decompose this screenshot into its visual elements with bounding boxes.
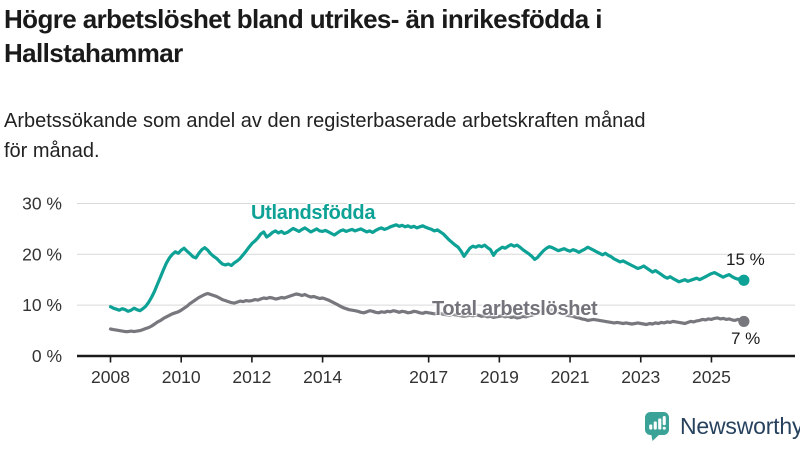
x-tick-label: 2012 xyxy=(232,367,271,387)
end-value-label-utlandsfodda: 15 % xyxy=(726,250,765,269)
page-title-line1: Högre arbetslöshet bland utrikes- än inr… xyxy=(4,4,602,34)
x-tick-label: 2019 xyxy=(480,367,519,387)
speech-bubble-tail xyxy=(651,433,661,441)
page-title: Högre arbetslöshet bland utrikes- än inr… xyxy=(4,2,784,70)
chart-subtitle: Arbetssökande som andel av den registerb… xyxy=(4,106,646,166)
exclamation-dot xyxy=(662,426,666,430)
x-tick-label: 2014 xyxy=(303,367,342,387)
newsworthy-logo-icon xyxy=(645,412,669,441)
chart-header: Högre arbetslöshet bland utrikes- än inr… xyxy=(4,0,784,70)
newsworthy-logo: Newsworthy xyxy=(644,411,800,442)
series-label-total-arbetsloshet: Total arbetslöshet xyxy=(432,298,598,320)
exclamation-bar xyxy=(662,416,666,426)
bar-chart-bar-medium xyxy=(653,421,657,430)
newsworthy-logo-text: Newsworthy xyxy=(680,413,800,439)
series-end-dot xyxy=(738,274,750,286)
x-tick-label: 2017 xyxy=(409,367,448,387)
y-tick-label: 10 % xyxy=(22,295,62,315)
bar-chart-bar-tall xyxy=(658,418,662,430)
x-tick-label: 2010 xyxy=(162,367,201,387)
x-tick-label: 2021 xyxy=(551,367,590,387)
x-tick-label: 2023 xyxy=(621,367,660,387)
y-tick-label: 30 % xyxy=(22,193,62,213)
line-series xyxy=(108,291,746,334)
x-tick-label: 2008 xyxy=(91,367,130,387)
series-end-dot xyxy=(738,315,750,328)
y-tick-label: 20 % xyxy=(22,244,62,264)
line-series xyxy=(108,223,746,313)
chart-subtitle-line1: Arbetssökande som andel av den registerb… xyxy=(4,110,646,132)
chart-subtitle-line2: för månad. xyxy=(4,140,100,162)
end-value-label-total: 7 % xyxy=(731,329,761,348)
series-label-utlandsfodda: Utlandsfödda xyxy=(251,202,376,224)
x-tick-label: 2025 xyxy=(692,367,731,387)
page-title-line2: Hallstahammar xyxy=(4,38,183,68)
y-tick-label: 0 % xyxy=(32,346,62,366)
bar-chart-bar-small xyxy=(649,424,653,430)
